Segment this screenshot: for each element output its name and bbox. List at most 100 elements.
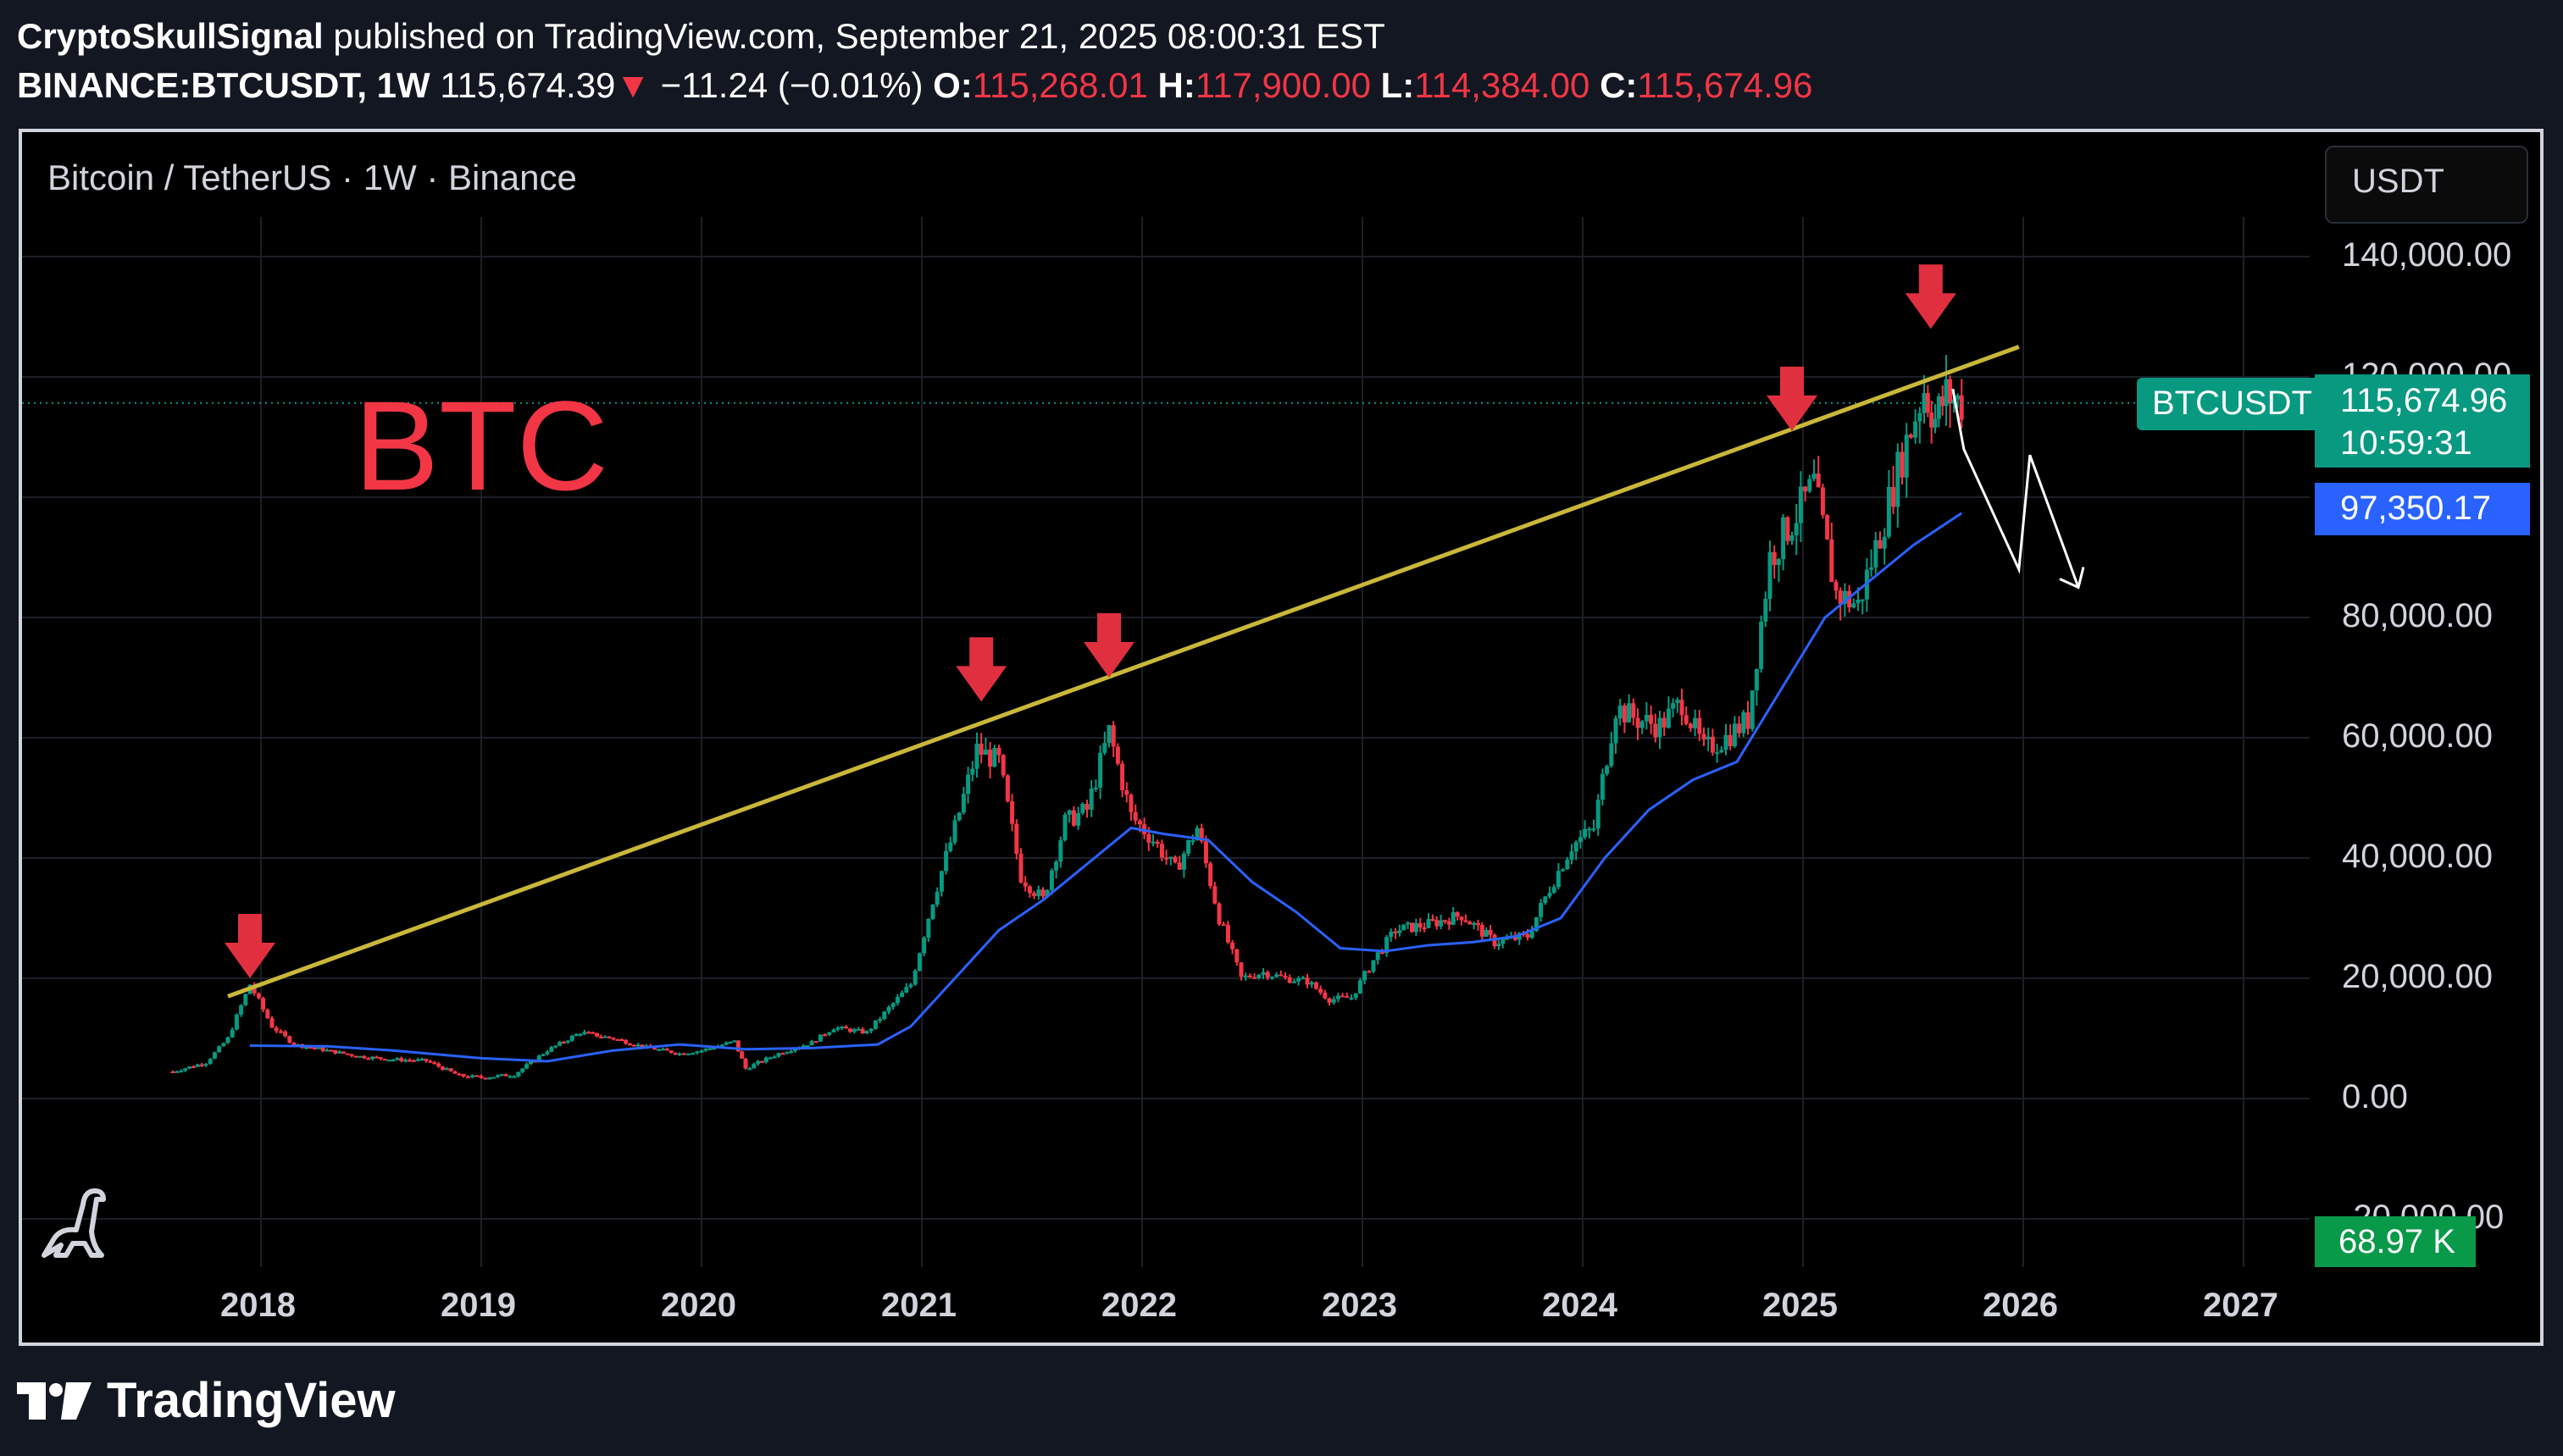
candle-body [1561, 869, 1566, 872]
candle-body [329, 1049, 334, 1052]
x-tick-label: 2024 [1542, 1287, 1617, 1324]
x-tick-label: 2022 [1101, 1287, 1177, 1324]
candle-body [1697, 717, 1702, 734]
candle-body [269, 1018, 275, 1028]
candle-body [813, 1041, 818, 1044]
btc-annotation: BTC [354, 374, 608, 517]
candle-body [1688, 723, 1693, 728]
candle-body [1036, 889, 1041, 896]
candle-body [983, 750, 988, 756]
candle-body [1767, 551, 1772, 600]
candle-body [287, 1036, 292, 1044]
candle-body [1719, 750, 1724, 753]
y-tick-label: 0.00 [2342, 1078, 2408, 1116]
candle-body [1067, 810, 1072, 815]
candle-body [1401, 924, 1406, 931]
candle-body [1159, 844, 1164, 858]
candle-body [699, 1050, 704, 1053]
candle-body [432, 1062, 437, 1065]
candle-body [809, 1041, 814, 1046]
candle-body [1027, 886, 1032, 894]
candle-body [1291, 981, 1296, 983]
chart-panel[interactable]: Bitcoin / TetherUS · 1W · Binance USDT B… [19, 129, 2544, 1346]
candle-body [1357, 980, 1362, 994]
candle-body [1956, 395, 1961, 400]
down-arrow-icon [1084, 613, 1134, 678]
x-tick-label: 2027 [2203, 1287, 2278, 1324]
candle-body [274, 1027, 279, 1032]
candle-body [411, 1060, 416, 1062]
x-tick-label: 2025 [1762, 1287, 1838, 1324]
candle-body [1479, 925, 1484, 937]
candle-body [1146, 833, 1151, 843]
candle-body [691, 1053, 696, 1055]
candle-body [856, 1028, 861, 1031]
candle-body [1393, 931, 1398, 933]
candle-body [1732, 723, 1737, 747]
candle-body [1265, 972, 1270, 978]
published-text: published on TradingView.com, September … [333, 16, 1385, 56]
candle-body [1565, 859, 1570, 870]
x-tick-label: 2018 [220, 1287, 296, 1324]
candle-body [1345, 996, 1350, 999]
candle-body [1715, 752, 1720, 755]
candle-body [922, 937, 927, 954]
candle-body [685, 1053, 691, 1055]
candle-body [1838, 590, 1843, 605]
candle-body [1212, 886, 1218, 904]
candle-body [1794, 523, 1799, 536]
candle-body [602, 1036, 607, 1038]
candle-body [1653, 723, 1658, 738]
candle-body [904, 987, 909, 993]
candle-body [1257, 974, 1262, 978]
candle-body [681, 1053, 686, 1055]
candle-body [1583, 828, 1588, 838]
candle-body [1869, 567, 1874, 570]
x-tick-label: 2021 [881, 1287, 957, 1324]
candle-body [183, 1068, 188, 1071]
candle-body [496, 1075, 500, 1077]
candle-body [1873, 540, 1878, 567]
candle-body [1816, 473, 1821, 488]
candle-body [308, 1047, 313, 1049]
candle-body [1895, 451, 1900, 507]
candle-body [900, 992, 905, 998]
candle-body [1886, 486, 1891, 537]
candle-body [1111, 725, 1116, 747]
down-arrow-icon [1767, 366, 1817, 431]
candle-body [1199, 828, 1204, 842]
candle-body [1512, 936, 1517, 940]
candle-body [1413, 922, 1418, 933]
candle-body [992, 748, 997, 767]
candle-body [175, 1071, 180, 1073]
candle-body [1443, 920, 1447, 922]
candle-body [677, 1053, 682, 1055]
candle-body [191, 1066, 196, 1069]
candle-body [1190, 839, 1196, 842]
candle-body [1422, 927, 1427, 930]
candle-body [1001, 755, 1006, 776]
candle-body [760, 1060, 764, 1063]
candle-body [1925, 393, 1930, 412]
candle-body [728, 1041, 733, 1044]
candle-body [386, 1060, 391, 1062]
candle-body [740, 1051, 745, 1059]
candle-body [1279, 974, 1284, 977]
high-value: 117,900.00 [1195, 65, 1371, 105]
candle-body [664, 1049, 669, 1051]
candle-body [508, 1076, 513, 1078]
candle-body [1102, 743, 1107, 753]
candle-body [395, 1058, 400, 1060]
candle-body [1410, 922, 1414, 933]
candle-body [444, 1068, 449, 1071]
candle-body [1798, 486, 1803, 523]
author-name[interactable]: CryptoSkullSignal [17, 16, 324, 56]
currency-button[interactable]: USDT [2325, 146, 2528, 224]
candle-body [1785, 517, 1790, 541]
candle-body [491, 1077, 497, 1079]
candle-body [225, 1037, 230, 1044]
price-chart[interactable] [22, 132, 2540, 1343]
candle-body [199, 1064, 204, 1066]
candle-body [1693, 717, 1698, 728]
candle-body [1484, 929, 1489, 937]
